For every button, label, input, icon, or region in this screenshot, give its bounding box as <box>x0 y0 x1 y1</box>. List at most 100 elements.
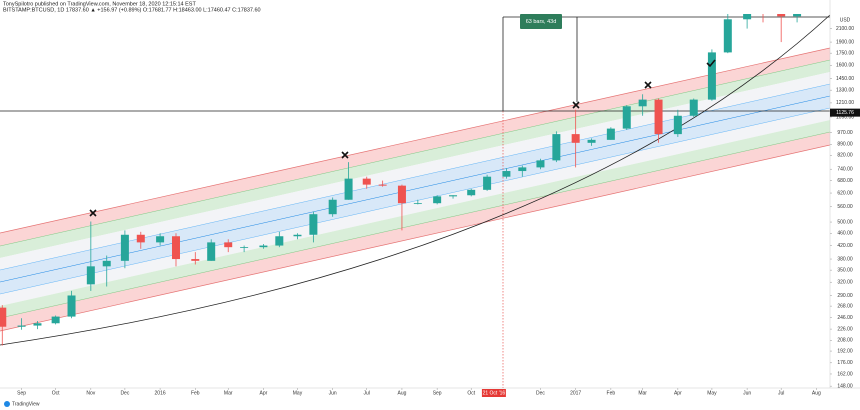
x-tick-label: Feb <box>191 390 200 396</box>
x-tick-label: Feb <box>607 390 616 396</box>
y-tick-label: 420.00 <box>837 243 853 249</box>
candle-body <box>433 196 442 204</box>
candle-body <box>777 14 786 17</box>
channel-line <box>0 107 830 295</box>
y-tick-label: 350.00 <box>837 267 853 273</box>
y-tick-label: 1450.00 <box>836 76 854 82</box>
candle-body <box>156 236 165 243</box>
candle-body <box>102 260 111 267</box>
logo-icon <box>4 401 10 407</box>
channel-line <box>0 47 830 234</box>
candle-body <box>136 234 145 243</box>
axes: 2100.00 1900.00 1750.00 1600.00 1450.00 1330.… <box>17 26 860 397</box>
band-red <box>0 48 830 246</box>
y-tick-label: 290.00 <box>837 293 853 299</box>
x-tick-label: Jul <box>364 390 370 396</box>
y-tick-label: 680.00 <box>837 178 853 184</box>
logo-text: TradingView <box>12 401 40 407</box>
y-tick-label: 1600.00 <box>836 63 854 69</box>
candle-body <box>207 242 216 261</box>
symbol-line: BITSTAMP:BTCUSD, 1D 17837.60 ▲ +156.97 (… <box>3 7 261 13</box>
candle-body <box>259 245 268 248</box>
y-tick-label: 2100.00 <box>836 26 854 32</box>
y-tick-label: 320.00 <box>837 280 853 286</box>
crosshair-y-box <box>830 108 860 117</box>
candle-body <box>483 176 492 190</box>
x-tick-label: Dec <box>120 390 129 396</box>
candle-body <box>449 195 458 197</box>
band-red <box>0 132 830 331</box>
crosshair-x-box <box>481 389 506 397</box>
x-tick-label: 2016 <box>155 390 166 396</box>
x-tick-label: Oct <box>52 390 60 396</box>
candle-body <box>191 259 200 261</box>
y-tick-label: 226.00 <box>837 326 853 332</box>
candle-body <box>362 178 371 185</box>
x-tick-label: Oct <box>467 390 475 396</box>
x-tick-label: Apr <box>674 390 682 396</box>
trend-curve <box>0 14 830 346</box>
y-tick-label: 176.00 <box>837 360 853 366</box>
x-tick-label: Mar <box>224 390 233 396</box>
candle-body <box>502 171 511 177</box>
y-tick-label: 500.00 <box>837 219 853 225</box>
candle-body <box>309 214 318 235</box>
candle-body <box>344 178 353 200</box>
x-marker <box>89 81 652 217</box>
y-tick-label: 1330.00 <box>836 87 854 93</box>
x-tick-label: May <box>293 390 303 396</box>
candle-body <box>67 295 76 317</box>
x-tick-label: Aug <box>397 390 406 396</box>
candle-body <box>328 199 337 215</box>
candle-body <box>587 139 596 143</box>
crosshair-y-label: 1125.76 <box>836 110 854 116</box>
y-tick-label: 1900.00 <box>836 39 854 45</box>
measure-label: 63 bars, 43d <box>526 19 557 25</box>
channel-line <box>0 59 830 247</box>
x-tick-label: Jul <box>778 390 784 396</box>
band-green <box>0 120 830 318</box>
y-tick-label: 208.00 <box>837 338 853 344</box>
candle-body <box>51 316 60 324</box>
channel-line <box>0 131 830 319</box>
candle-body <box>536 160 545 168</box>
x-tick-label: Mar <box>638 390 647 396</box>
band-white <box>0 72 830 270</box>
y-tick-label: 1090.00 <box>836 114 854 120</box>
x-tick-label: Apr <box>260 390 268 396</box>
y-tick-label: 740.00 <box>837 167 853 173</box>
x-tick-label: Dec <box>536 390 545 396</box>
x-tick-label: 2017 <box>570 390 581 396</box>
candle-body <box>518 167 527 172</box>
candle-body <box>275 236 284 246</box>
candle-body <box>552 134 561 161</box>
y-tick-label: 162.00 <box>837 371 853 377</box>
y-tick-label: 1210.00 <box>836 100 854 106</box>
y-tick-label: 970.00 <box>837 130 853 136</box>
candle-body <box>638 99 647 107</box>
y-tick-label: 380.00 <box>837 256 853 262</box>
y-tick-label: 246.00 <box>837 315 853 321</box>
x-tick-label: Sep <box>433 390 442 396</box>
x-tick-label: Jun <box>743 390 751 396</box>
channel <box>0 14 830 388</box>
check-marker <box>706 59 716 68</box>
author-line: TonySpilotro published on TradingView.co… <box>3 1 196 7</box>
x-tick-label: May <box>707 390 717 396</box>
y-tick-label: 192.00 <box>837 348 853 354</box>
candle-body <box>467 189 476 196</box>
candle-body <box>171 236 180 260</box>
channel-line <box>0 95 830 283</box>
y-tick-label: 148.00 <box>837 383 853 389</box>
candle-body <box>240 247 249 248</box>
crosshair-x-label: 21 Oct '16 <box>483 390 506 396</box>
candle-body <box>673 115 682 135</box>
currency: USD <box>840 17 851 23</box>
y-tick-label: 820.00 <box>837 153 853 159</box>
candles <box>0 14 802 346</box>
x-tick-label: Aug <box>812 390 821 396</box>
candle-body <box>793 14 802 17</box>
y-tick-label: 268.00 <box>837 303 853 309</box>
y-tick-label: 1750.00 <box>836 50 854 56</box>
